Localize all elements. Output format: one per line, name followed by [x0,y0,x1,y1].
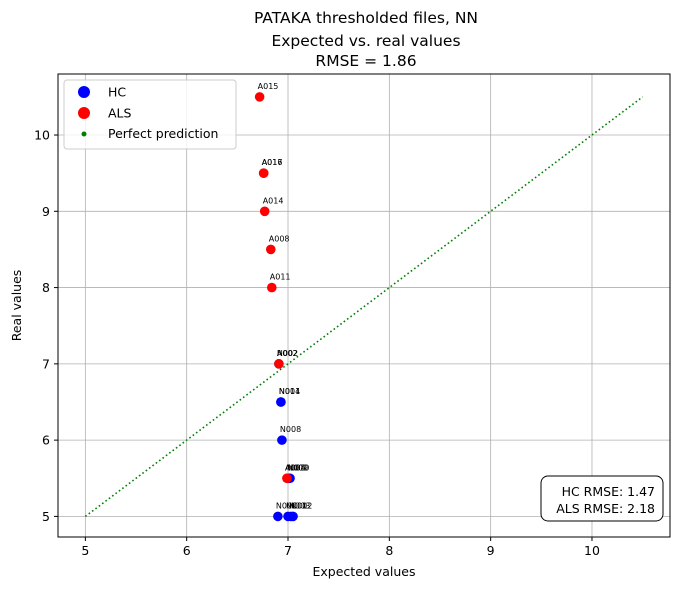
hc-point-label: N002 [291,501,312,510]
x-tick-label: 9 [487,543,495,558]
legend-box [63,79,237,150]
x-tick-label: 5 [81,543,89,558]
als-point-label: A004 [285,463,306,472]
als-point-label: A016 [262,158,283,167]
plot-frame [57,73,671,538]
hc-point-label: N011 [279,387,300,396]
x-tick-label: 7 [284,543,292,558]
hc-point [273,511,283,522]
als-point [265,244,276,255]
legend: HC ALS Perfect prediction [63,79,237,150]
perfect-prediction-line [84,96,644,518]
als-point-label: A014 [263,196,284,205]
y-tick-label: 7 [42,356,50,371]
x-tick-label: 10 [584,543,600,558]
als-point [274,359,284,369]
hc-point-label: N006 [276,501,297,510]
y-tick-label: 9 [42,204,50,219]
legend-label-als: ALS [108,106,132,121]
als-point-label: A015 [258,82,279,91]
rmse-annotation-box [540,475,664,522]
hc-point [288,511,298,522]
hc-point-label: N004 [279,387,300,396]
x-tick-label: 6 [183,543,191,558]
als-point [258,168,269,178]
als-point-label: A017 [262,158,283,167]
y-tick-label: 8 [42,280,50,295]
point-labels: N004N011N008N009N010N006N001N003N002N002… [258,82,313,511]
y-axis-ticks: 5 6 7 8 9 10 [34,128,58,524]
data-points [254,92,298,522]
als-point [254,92,265,102]
hc-point-label: N009 [287,463,308,472]
als-point-label: A008 [269,234,290,243]
x-axis-ticks: 5 6 7 8 9 10 [81,537,600,558]
als-point [259,206,270,217]
title-line-3: RMSE = 1.86 [315,52,416,70]
legend-marker-hc [78,86,90,98]
hc-point-label: N001 [286,501,307,510]
title-line-2: Expected vs. real values [271,32,460,50]
perfect-prediction-segment [84,96,644,518]
x-axis-label: Expected values [313,564,416,579]
hc-point [277,435,287,445]
y-tick-label: 10 [34,128,50,143]
als-point-label: A011 [270,273,291,282]
hc-point-label: N002 [277,349,298,358]
als-point-label: A005 [285,463,306,472]
hc-point-label: N008 [280,425,301,434]
legend-marker-als [78,107,90,119]
hc-point [276,397,286,407]
als-point [282,473,292,484]
legend-marker-perfect-prediction [81,131,87,137]
y-tick-label: 6 [42,433,50,448]
y-tick-label: 5 [42,509,50,524]
hc-point-label: N010 [288,463,309,472]
legend-label-hc: HC [108,85,126,100]
als-rmse-text: ALS RMSE: 2.18 [556,501,655,516]
legend-label-perfect-prediction: Perfect prediction [108,126,218,141]
als-point-label: A002 [277,349,298,358]
rmse-annotation: HC RMSE: 1.47 ALS RMSE: 2.18 [540,475,664,522]
title-line-1: PATAKA thresholded files, NN [254,9,478,27]
y-axis-label: Real values [9,270,24,342]
chart-title: PATAKA thresholded files, NN Expected vs… [254,9,478,70]
hc-rmse-text: HC RMSE: 1.47 [562,484,655,499]
als-point [266,282,277,293]
x-tick-label: 8 [385,543,393,558]
hc-point-label: N003 [289,501,310,510]
